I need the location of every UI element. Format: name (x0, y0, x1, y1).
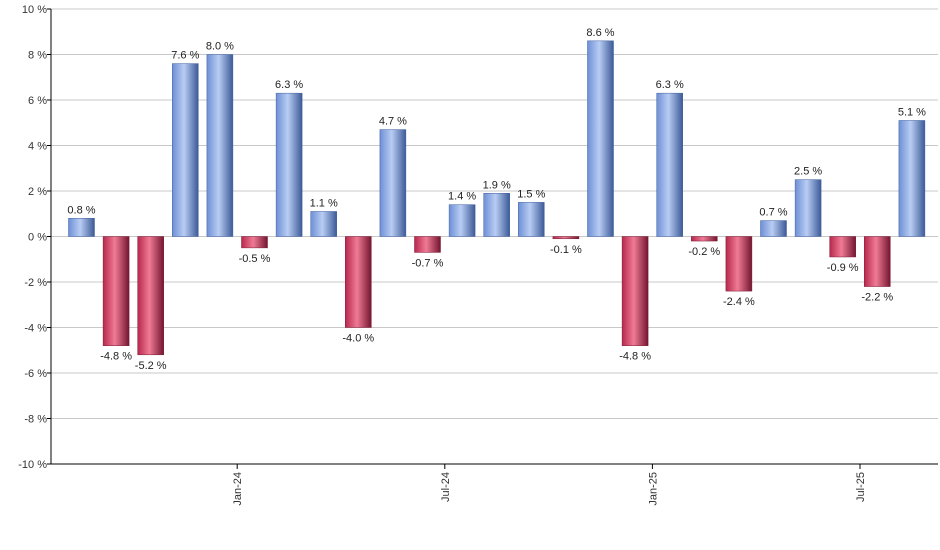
bar (760, 220, 787, 237)
data-label: 4.7 % (379, 116, 407, 128)
y-tick-label: 2 % (28, 186, 47, 198)
bar (829, 236, 856, 258)
y-tick-label: -8 % (24, 414, 47, 426)
y-axis-tick-labels: 10 % 8 % 6 % 4 % 2 % 0 % -2 % -4 % -6 % -8 % -10 % (18, 4, 47, 471)
data-label: -4.0 % (342, 333, 374, 345)
bar (137, 236, 164, 356)
data-label: 8.6 % (586, 27, 614, 39)
x-tick-label: Jan-25 (647, 472, 659, 506)
bar (656, 92, 683, 237)
bar (621, 236, 649, 346)
bar (864, 236, 891, 287)
data-label: 1.4 % (448, 191, 476, 203)
x-axis-tick-labels: Jan-24 Jul-24 Jan-25 Jul-25 (232, 464, 867, 506)
y-tick-label: 8 % (28, 50, 47, 62)
data-label: 8.0 % (206, 41, 234, 53)
y-tick-label: -2 % (24, 277, 47, 289)
bar (241, 236, 268, 249)
data-label: -2.2 % (861, 292, 893, 304)
data-label: -0.9 % (827, 262, 859, 274)
bar (275, 92, 303, 237)
data-label: 6.3 % (656, 79, 684, 91)
bar (68, 218, 95, 237)
data-label: -0.7 % (412, 257, 444, 269)
bar (414, 236, 441, 253)
data-label: -0.2 % (688, 246, 720, 258)
data-label: -5.2 % (135, 360, 167, 372)
data-label: 1.1 % (310, 197, 338, 209)
bars (68, 40, 926, 356)
y-tick-label: 0 % (28, 232, 47, 244)
data-label: 0.7 % (759, 207, 787, 219)
bar (172, 63, 199, 237)
data-label: 1.9 % (483, 179, 511, 191)
y-tick-label: 4 % (28, 141, 47, 153)
bar (518, 202, 545, 237)
bar (310, 211, 337, 237)
y-tick-label: -10 % (18, 459, 47, 471)
bar (725, 236, 753, 292)
data-label: -0.5 % (239, 253, 271, 265)
x-tick-label: Jul-25 (855, 472, 867, 502)
bar (552, 236, 580, 240)
x-tick-label: Jul-24 (440, 472, 452, 502)
bar (898, 120, 926, 237)
x-tick-label: Jan-24 (232, 472, 244, 506)
data-label: -4.8 % (100, 351, 132, 363)
data-label: 1.5 % (517, 188, 545, 200)
data-label: 6.3 % (275, 79, 303, 91)
data-label: -0.1 % (550, 244, 582, 256)
y-tick-label: -6 % (24, 368, 47, 380)
bar (794, 179, 822, 237)
bar (379, 129, 407, 237)
bar (448, 204, 476, 237)
y-tick-label: 6 % (28, 95, 47, 107)
bar (483, 193, 510, 237)
bar (206, 54, 234, 237)
data-label: 5.1 % (898, 106, 926, 118)
data-label: 2.5 % (794, 166, 822, 178)
bar (102, 236, 130, 346)
data-label: 7.6 % (171, 50, 199, 62)
data-label: -2.4 % (723, 296, 755, 308)
y-tick-label: -4 % (24, 323, 47, 335)
bar (691, 236, 718, 242)
bar (587, 40, 614, 237)
data-label: 0.8 % (67, 204, 95, 216)
data-labels: 0.8 %-4.8 %-5.2 %7.6 %8.0 %-0.5 %6.3 %1.… (67, 27, 926, 372)
bar (345, 236, 372, 328)
y-tick-label: 10 % (22, 4, 47, 16)
data-label: -4.8 % (619, 351, 651, 363)
